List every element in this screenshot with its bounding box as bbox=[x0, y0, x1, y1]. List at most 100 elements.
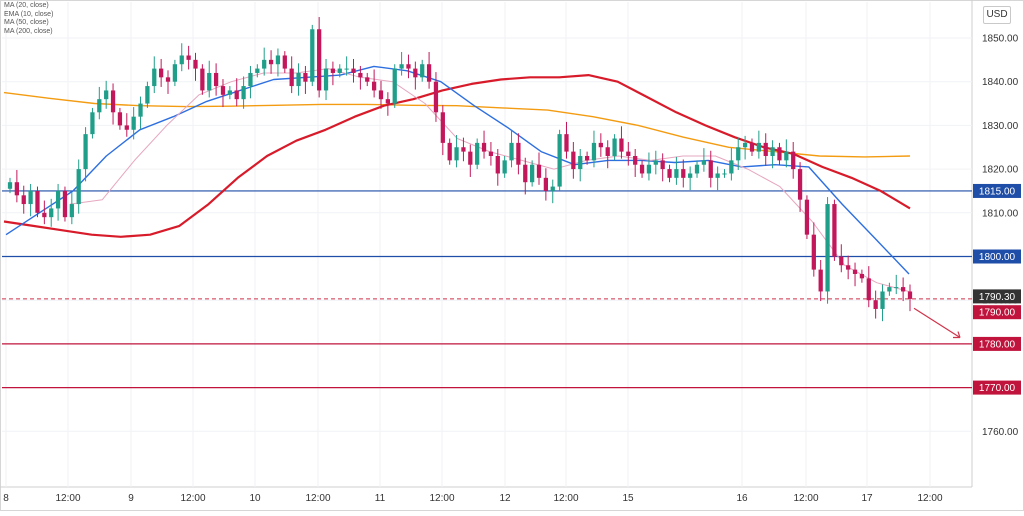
candle[interactable] bbox=[104, 80, 109, 109]
candle[interactable] bbox=[777, 142, 782, 165]
candle[interactable] bbox=[131, 107, 136, 140]
candle[interactable] bbox=[852, 262, 858, 287]
candle[interactable] bbox=[488, 142, 494, 166]
candle[interactable] bbox=[110, 83, 116, 125]
candle[interactable] bbox=[35, 186, 40, 218]
candle[interactable] bbox=[729, 148, 734, 181]
candle[interactable] bbox=[317, 17, 322, 98]
candle[interactable] bbox=[447, 138, 452, 165]
candle[interactable] bbox=[536, 152, 542, 185]
candle[interactable] bbox=[49, 198, 54, 227]
candle[interactable] bbox=[653, 150, 658, 175]
candle[interactable] bbox=[797, 162, 803, 212]
candle[interactable] bbox=[495, 148, 500, 186]
candle[interactable] bbox=[516, 133, 521, 175]
candle[interactable] bbox=[550, 179, 555, 204]
candle[interactable] bbox=[543, 168, 549, 201]
candle[interactable] bbox=[248, 65, 253, 99]
candle[interactable] bbox=[722, 169, 727, 178]
candle[interactable] bbox=[90, 107, 95, 139]
candle[interactable] bbox=[213, 63, 219, 96]
candle[interactable] bbox=[330, 61, 336, 86]
candle[interactable] bbox=[14, 169, 19, 203]
candle[interactable] bbox=[323, 58, 329, 101]
candle[interactable] bbox=[578, 148, 583, 182]
candle[interactable] bbox=[344, 56, 349, 76]
candle[interactable] bbox=[742, 135, 748, 160]
candle[interactable] bbox=[165, 70, 171, 94]
candle[interactable] bbox=[736, 137, 741, 170]
candle[interactable] bbox=[275, 48, 281, 77]
candle[interactable] bbox=[646, 152, 652, 181]
candle[interactable] bbox=[866, 266, 871, 308]
candle[interactable] bbox=[220, 79, 226, 108]
candle[interactable] bbox=[894, 274, 899, 295]
candle[interactable] bbox=[138, 96, 143, 129]
candle[interactable] bbox=[804, 195, 810, 240]
candle[interactable] bbox=[159, 58, 164, 87]
candle[interactable] bbox=[901, 277, 906, 302]
candle[interactable] bbox=[255, 64, 260, 78]
candle[interactable] bbox=[818, 259, 823, 302]
candle[interactable] bbox=[365, 72, 370, 87]
candle[interactable] bbox=[420, 59, 425, 82]
candle[interactable] bbox=[756, 130, 761, 159]
candle[interactable] bbox=[694, 160, 700, 178]
candle[interactable] bbox=[268, 50, 274, 74]
candle[interactable] bbox=[708, 150, 713, 188]
candle[interactable] bbox=[564, 121, 569, 159]
candle[interactable] bbox=[846, 255, 851, 280]
candle[interactable] bbox=[481, 130, 487, 159]
candle[interactable] bbox=[502, 155, 507, 178]
candle[interactable] bbox=[880, 284, 885, 322]
candle[interactable] bbox=[832, 199, 837, 261]
candle[interactable] bbox=[371, 69, 377, 98]
candle[interactable] bbox=[227, 86, 232, 100]
candle[interactable] bbox=[612, 134, 617, 161]
candle[interactable] bbox=[303, 65, 308, 94]
currency-button[interactable]: USD bbox=[983, 6, 1011, 24]
candle[interactable] bbox=[688, 166, 693, 191]
candle[interactable] bbox=[433, 72, 439, 122]
candle[interactable] bbox=[825, 197, 830, 304]
candle[interactable] bbox=[124, 113, 129, 137]
candle[interactable] bbox=[207, 60, 212, 98]
candle[interactable] bbox=[289, 56, 294, 94]
candle[interactable] bbox=[681, 159, 686, 188]
candle[interactable] bbox=[282, 51, 287, 73]
candle[interactable] bbox=[475, 138, 480, 170]
candle[interactable] bbox=[839, 244, 844, 273]
candle[interactable] bbox=[763, 133, 768, 166]
candle[interactable] bbox=[674, 156, 679, 185]
candle[interactable] bbox=[907, 284, 913, 312]
candle[interactable] bbox=[859, 269, 865, 283]
candle[interactable] bbox=[385, 92, 390, 116]
candle[interactable] bbox=[413, 61, 418, 90]
candle[interactable] bbox=[887, 282, 892, 296]
candle[interactable] bbox=[145, 81, 150, 108]
candle[interactable] bbox=[117, 107, 123, 130]
candle[interactable] bbox=[461, 137, 466, 162]
candle[interactable] bbox=[351, 58, 356, 83]
candle[interactable] bbox=[310, 24, 315, 87]
candle[interactable] bbox=[873, 290, 878, 319]
candle[interactable] bbox=[523, 157, 528, 195]
candle[interactable] bbox=[83, 127, 88, 182]
candle[interactable] bbox=[701, 148, 707, 172]
candle[interactable] bbox=[454, 135, 459, 168]
candle[interactable] bbox=[200, 64, 205, 95]
candle[interactable] bbox=[660, 153, 665, 182]
candle[interactable] bbox=[262, 47, 267, 76]
candle[interactable] bbox=[598, 133, 603, 157]
candle[interactable] bbox=[667, 164, 672, 183]
candle[interactable] bbox=[791, 142, 796, 179]
candle[interactable] bbox=[399, 51, 404, 76]
candle[interactable] bbox=[28, 183, 33, 217]
candle[interactable] bbox=[296, 63, 301, 96]
candle[interactable] bbox=[186, 45, 191, 70]
candle[interactable] bbox=[392, 64, 397, 108]
candle[interactable] bbox=[69, 191, 74, 225]
candle[interactable] bbox=[633, 148, 638, 177]
